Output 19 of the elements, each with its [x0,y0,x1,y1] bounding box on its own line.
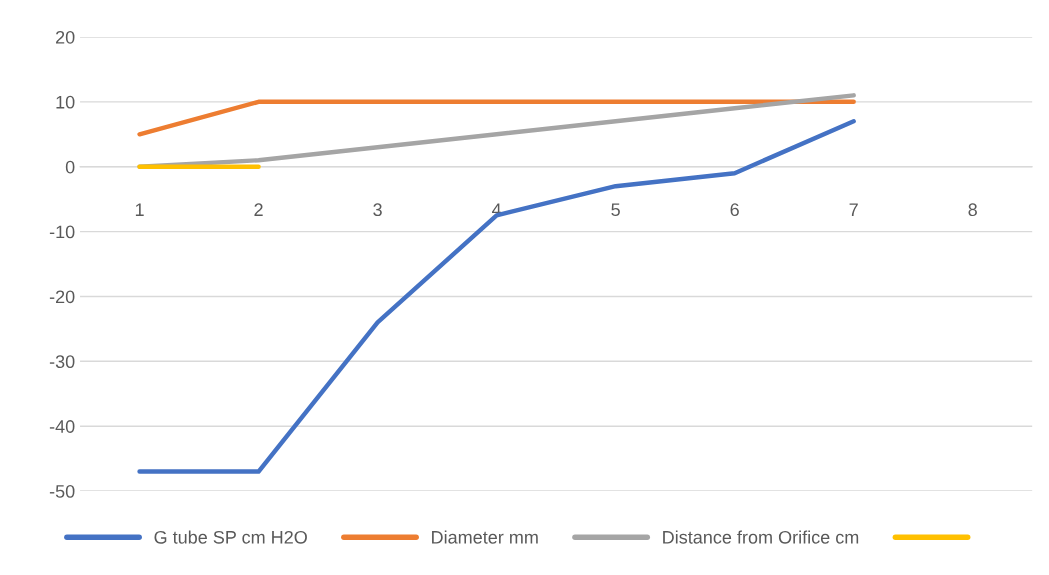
x-tick-label: 3 [373,203,382,217]
y-tick-label: 0 [65,160,75,174]
legend-label: G tube SP cm H2O [154,530,307,544]
y-tick-label: -20 [49,290,75,304]
y-tick-label: -50 [49,484,75,498]
x-tick-label: 2 [254,203,263,216]
x-tick-label: 7 [849,203,858,216]
y-tick-label: 20 [56,30,75,44]
line-series [137,119,856,474]
x-tick-label: 1 [135,203,144,216]
y-tick-label: -30 [49,355,75,369]
x-tick-label: 8 [968,203,977,217]
x-tick-label: 5 [611,203,620,217]
legend-label: Diameter mm [432,530,538,544]
legend-label: Distance from Orifice cm [663,530,859,544]
y-tick-label: -10 [49,225,75,239]
y-tick-label: 10 [56,95,75,109]
x-tick-label: 6 [730,203,739,217]
y-tick-label: -40 [49,420,75,433]
